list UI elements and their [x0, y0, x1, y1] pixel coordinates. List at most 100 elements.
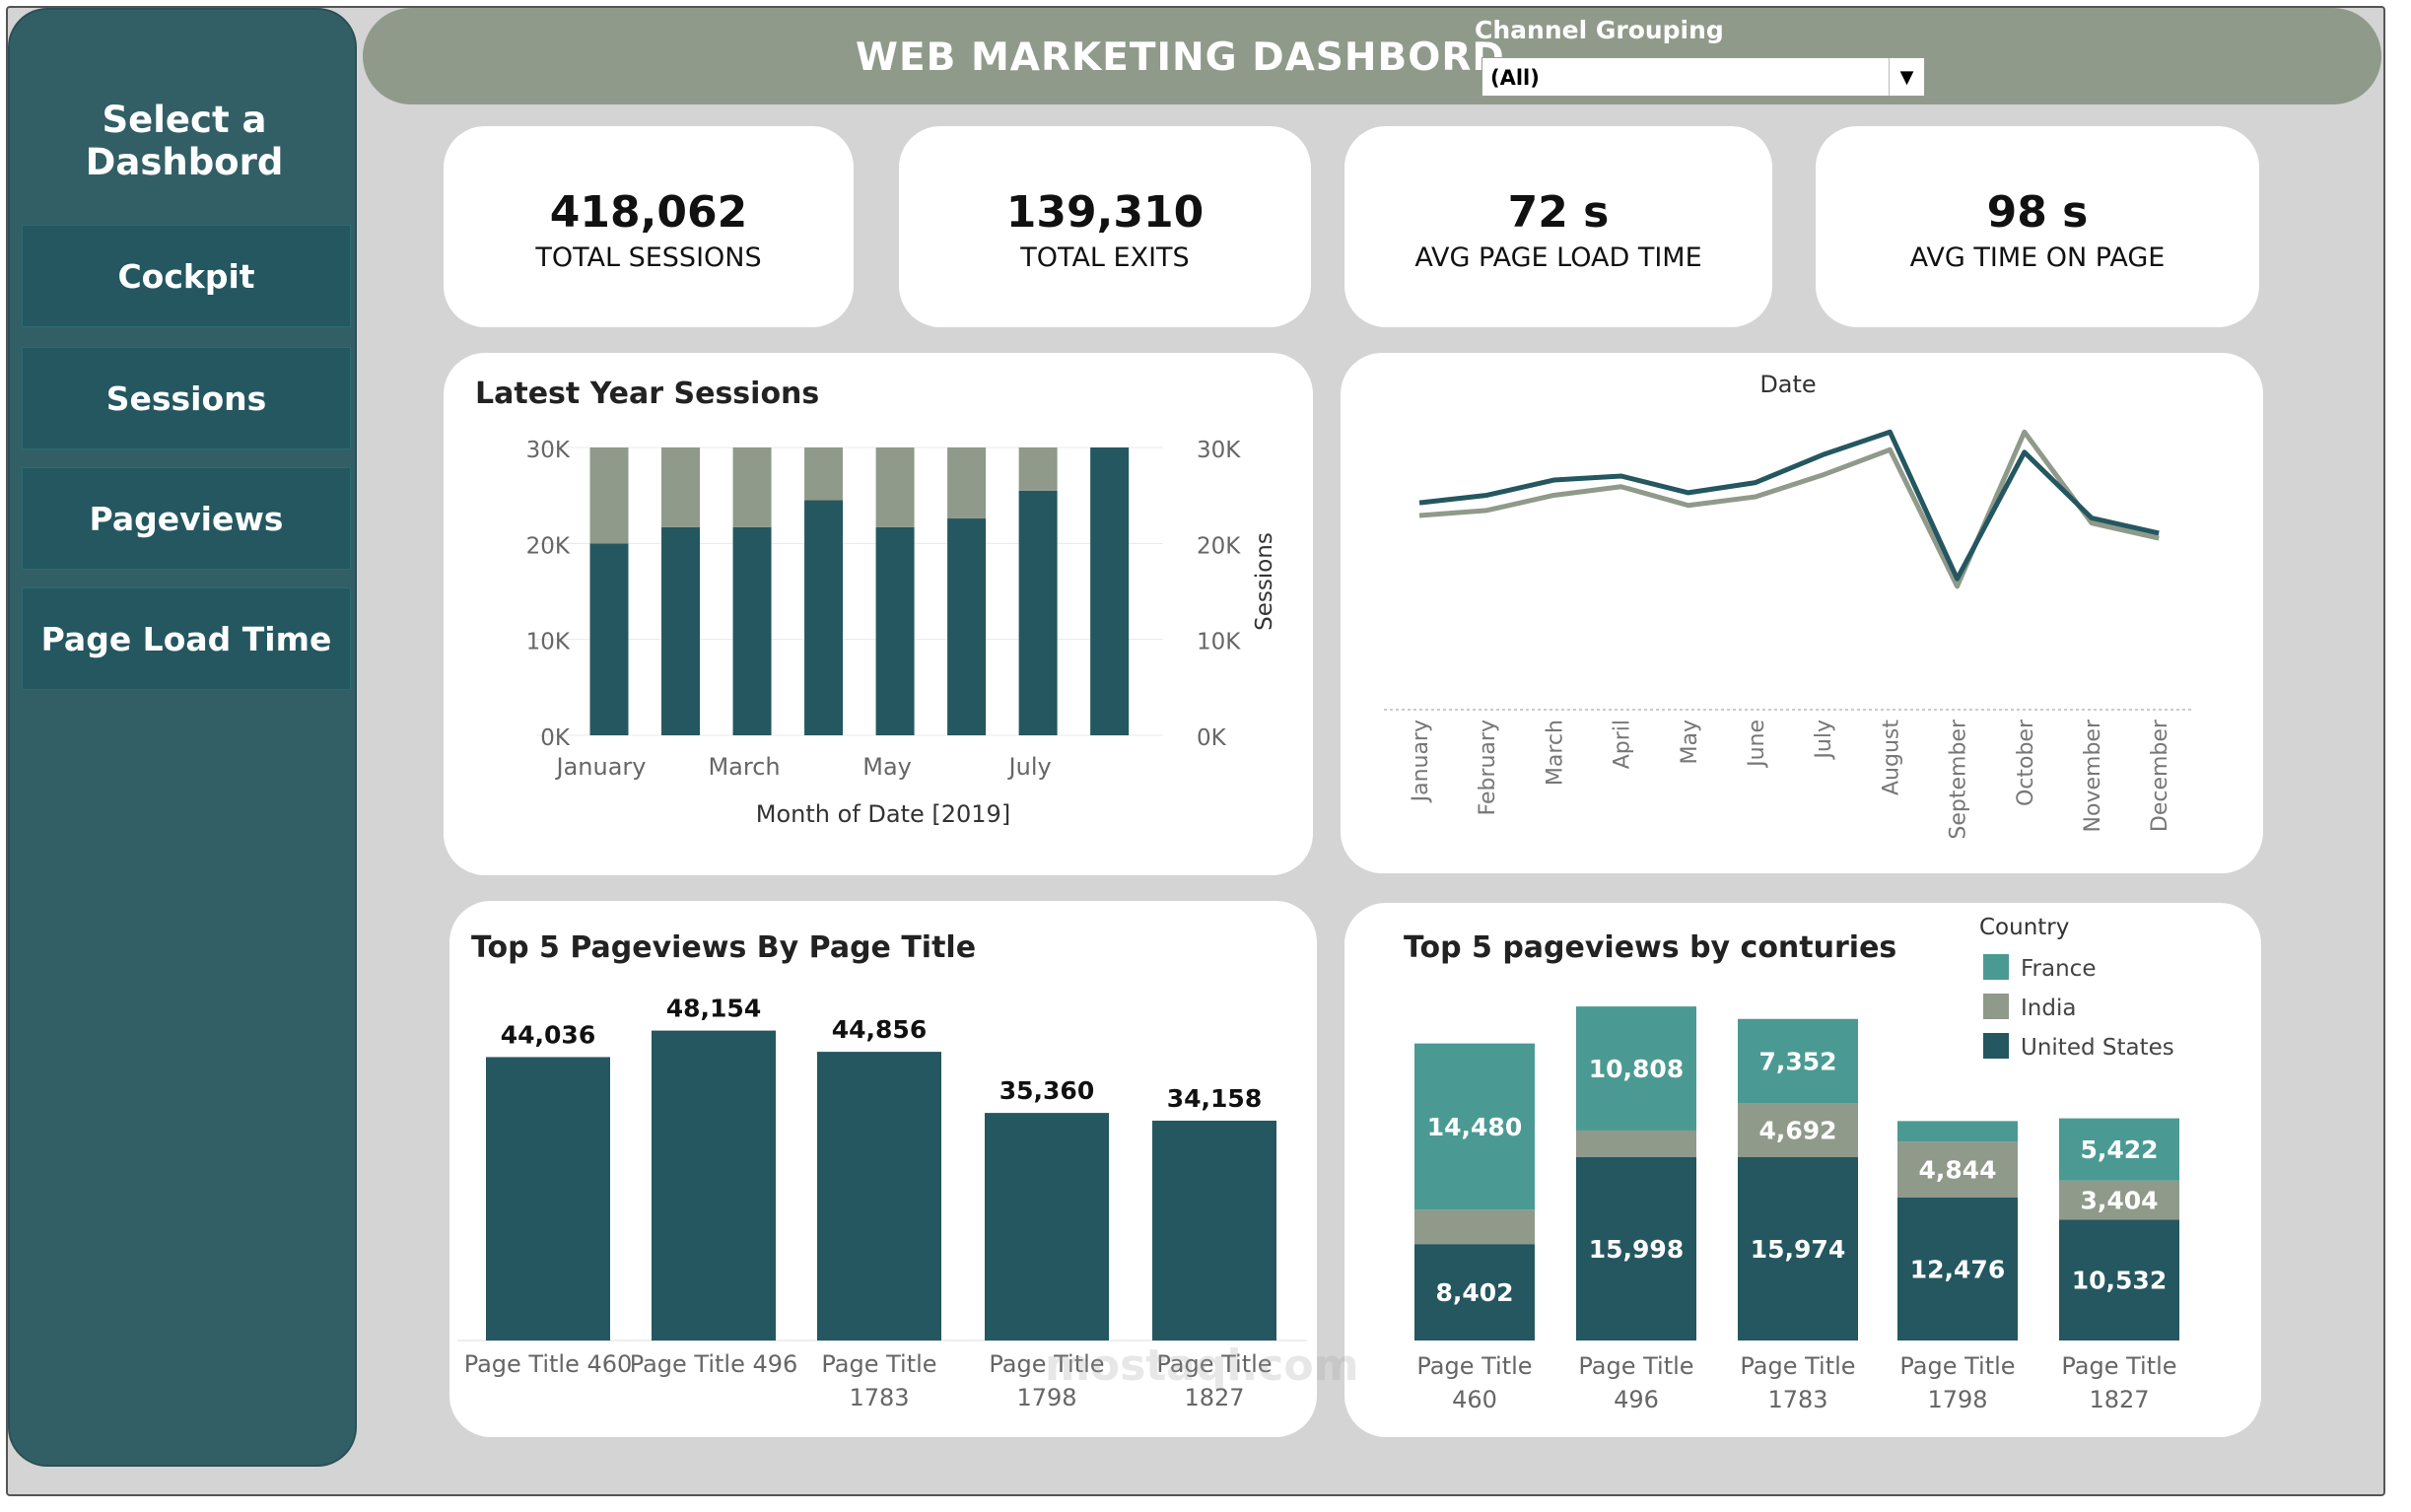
chevron-down-icon[interactable]: ▼: [1889, 58, 1924, 96]
countries-stacked-chart: 8,402 14,480 Page Title 460 15,998 10,808 Page…: [1414, 915, 2179, 1413]
x-tick-label: April: [1611, 720, 1635, 769]
bar-segment-secondary: [1018, 447, 1058, 491]
x-tick-label: January: [1409, 720, 1433, 803]
data-label: 48,154: [666, 995, 761, 1023]
x-tick-label: Page Title: [2061, 1352, 2176, 1380]
data-label: 34,158: [1167, 1084, 1262, 1113]
data-label: 14,480: [1427, 1113, 1522, 1141]
top5-pageviews-panel: Top 5 Pageviews By Page Title 44,036 Page…: [449, 901, 1317, 1437]
bar-segment-united-states: [1897, 1197, 2018, 1340]
x-tick-label: Page Title: [1578, 1352, 1693, 1380]
data-label: 4,692: [1758, 1117, 1836, 1145]
x-tick-label: December: [2148, 719, 2172, 832]
bar-segment-france: [1897, 1121, 2018, 1142]
y-tick-label-right: 20K: [1197, 533, 1241, 559]
x-tick-label: Page Title: [1156, 1350, 1272, 1378]
data-label: 15,998: [1589, 1235, 1684, 1264]
bar: [652, 1030, 776, 1340]
x-tick-label: October: [2014, 719, 2038, 806]
date-line-chart: Date January February March April May June July…: [1384, 371, 2192, 840]
bar: [817, 1052, 941, 1340]
bar-segment-primary: [589, 543, 629, 735]
data-label: 35,360: [999, 1076, 1094, 1105]
bar-segment-secondary: [589, 447, 629, 544]
kpi-value: 139,310: [1005, 187, 1205, 238]
nav-sessions-button[interactable]: Sessions: [22, 347, 351, 449]
panel-title: Top 5 Pageviews By Page Title: [471, 930, 977, 965]
x-tick-label: November: [2081, 719, 2105, 832]
bar-segment-united-states: [2059, 1219, 2179, 1340]
kpi-value: 98 s: [1986, 187, 2089, 238]
top5-countries-panel: Top 5 pageviews by conturies 8,402 14,480…: [1344, 903, 2261, 1437]
bar-segment-primary: [804, 500, 844, 735]
x-tick-label: 1798: [1016, 1384, 1076, 1411]
x-tick-label: 1827: [1184, 1384, 1244, 1411]
legend-label: India: [2021, 996, 2076, 1021]
bar: [985, 1113, 1109, 1340]
data-label: 8,402: [1435, 1278, 1513, 1307]
bar-segment-india: [1897, 1141, 2018, 1198]
bar-segment-india: [2059, 1180, 2179, 1220]
x-tick-label: 496: [1614, 1386, 1659, 1413]
kpi-total-sessions: 418,062 TOTAL SESSIONS: [444, 126, 854, 327]
nav-cockpit-button[interactable]: Cockpit: [22, 225, 351, 327]
bar-segment-primary: [661, 526, 701, 735]
bar-segment-united-states: [1414, 1244, 1535, 1340]
x-axis-title: Month of Date [2019]: [756, 800, 1010, 828]
kpi-total-exits: 139,310 TOTAL EXITS: [899, 126, 1311, 327]
y-tick-label-right: 0K: [1197, 725, 1227, 751]
data-label: 7,352: [1758, 1048, 1836, 1076]
x-tick-label: Page Title: [1899, 1352, 2015, 1380]
bar: [486, 1057, 610, 1340]
legend-label: United States: [2021, 1035, 2174, 1061]
bar-segment-primary: [875, 526, 915, 735]
bar-segment-secondary: [661, 447, 701, 527]
x-tick-label: May: [1678, 720, 1702, 764]
x-tick-label: July: [1812, 720, 1836, 761]
x-tick-label: 1783: [1767, 1386, 1827, 1413]
legend-label: France: [2021, 956, 2096, 982]
bar-segment-secondary: [732, 447, 772, 527]
x-tick-label: Page Title 496: [630, 1350, 798, 1378]
x-tick-label: Page Title: [821, 1350, 936, 1378]
bar-segment-india: [1576, 1130, 1696, 1157]
x-tick-label: March: [708, 753, 780, 781]
bar-segment-secondary: [875, 447, 915, 527]
kpi-label: TOTAL EXITS: [1020, 242, 1190, 273]
sidebar-title: Select a Dashbord: [85, 99, 284, 183]
bar: [1152, 1120, 1276, 1340]
chart-title: Date: [1759, 371, 1816, 398]
bar-segment-india: [1414, 1209, 1535, 1245]
x-tick-label: 1783: [849, 1384, 909, 1411]
series-line-secondary: [1418, 429, 2160, 589]
y-axis-title: Sessions: [1252, 532, 1277, 631]
y-tick-label-right: 30K: [1197, 438, 1241, 463]
date-line-chart-panel: Date January February March April May June July…: [1341, 353, 2263, 873]
legend-swatch: [1983, 954, 2009, 980]
bar-segment-france: [2059, 1118, 2179, 1181]
legend-swatch: [1983, 1033, 2009, 1059]
data-label: 5,422: [2080, 1135, 2158, 1164]
x-tick-label: Page Title: [1416, 1352, 1532, 1380]
x-tick-label: September: [1947, 719, 1971, 840]
nav-pageviews-button[interactable]: Pageviews: [22, 467, 351, 570]
x-tick-label: March: [1543, 720, 1567, 786]
channel-grouping-select[interactable]: (All) ▼: [1481, 57, 1925, 97]
y-tick-label-left: 10K: [526, 630, 571, 655]
kpi-label: TOTAL SESSIONS: [535, 242, 762, 273]
bar-segment-france: [1576, 1006, 1696, 1131]
x-tick-label: Page Title: [989, 1350, 1104, 1378]
x-tick-label: June: [1745, 720, 1769, 769]
y-tick-label-left: 0K: [540, 725, 571, 751]
data-label: 10,808: [1589, 1055, 1684, 1083]
nav-page-load-time-button[interactable]: Page Load Time: [22, 587, 351, 690]
filter-selected-value: (All): [1490, 66, 1540, 90]
bar-segment-india: [1738, 1103, 1858, 1158]
bar-segment-united-states: [1738, 1157, 1858, 1340]
watermark: mostaql.com: [1045, 1340, 1359, 1391]
data-label: 44,856: [832, 1015, 927, 1044]
panel-title: Top 5 pageviews by conturies: [1404, 930, 1897, 965]
x-tick-label: August: [1879, 720, 1903, 795]
panel-title: Latest Year Sessions: [475, 377, 820, 411]
